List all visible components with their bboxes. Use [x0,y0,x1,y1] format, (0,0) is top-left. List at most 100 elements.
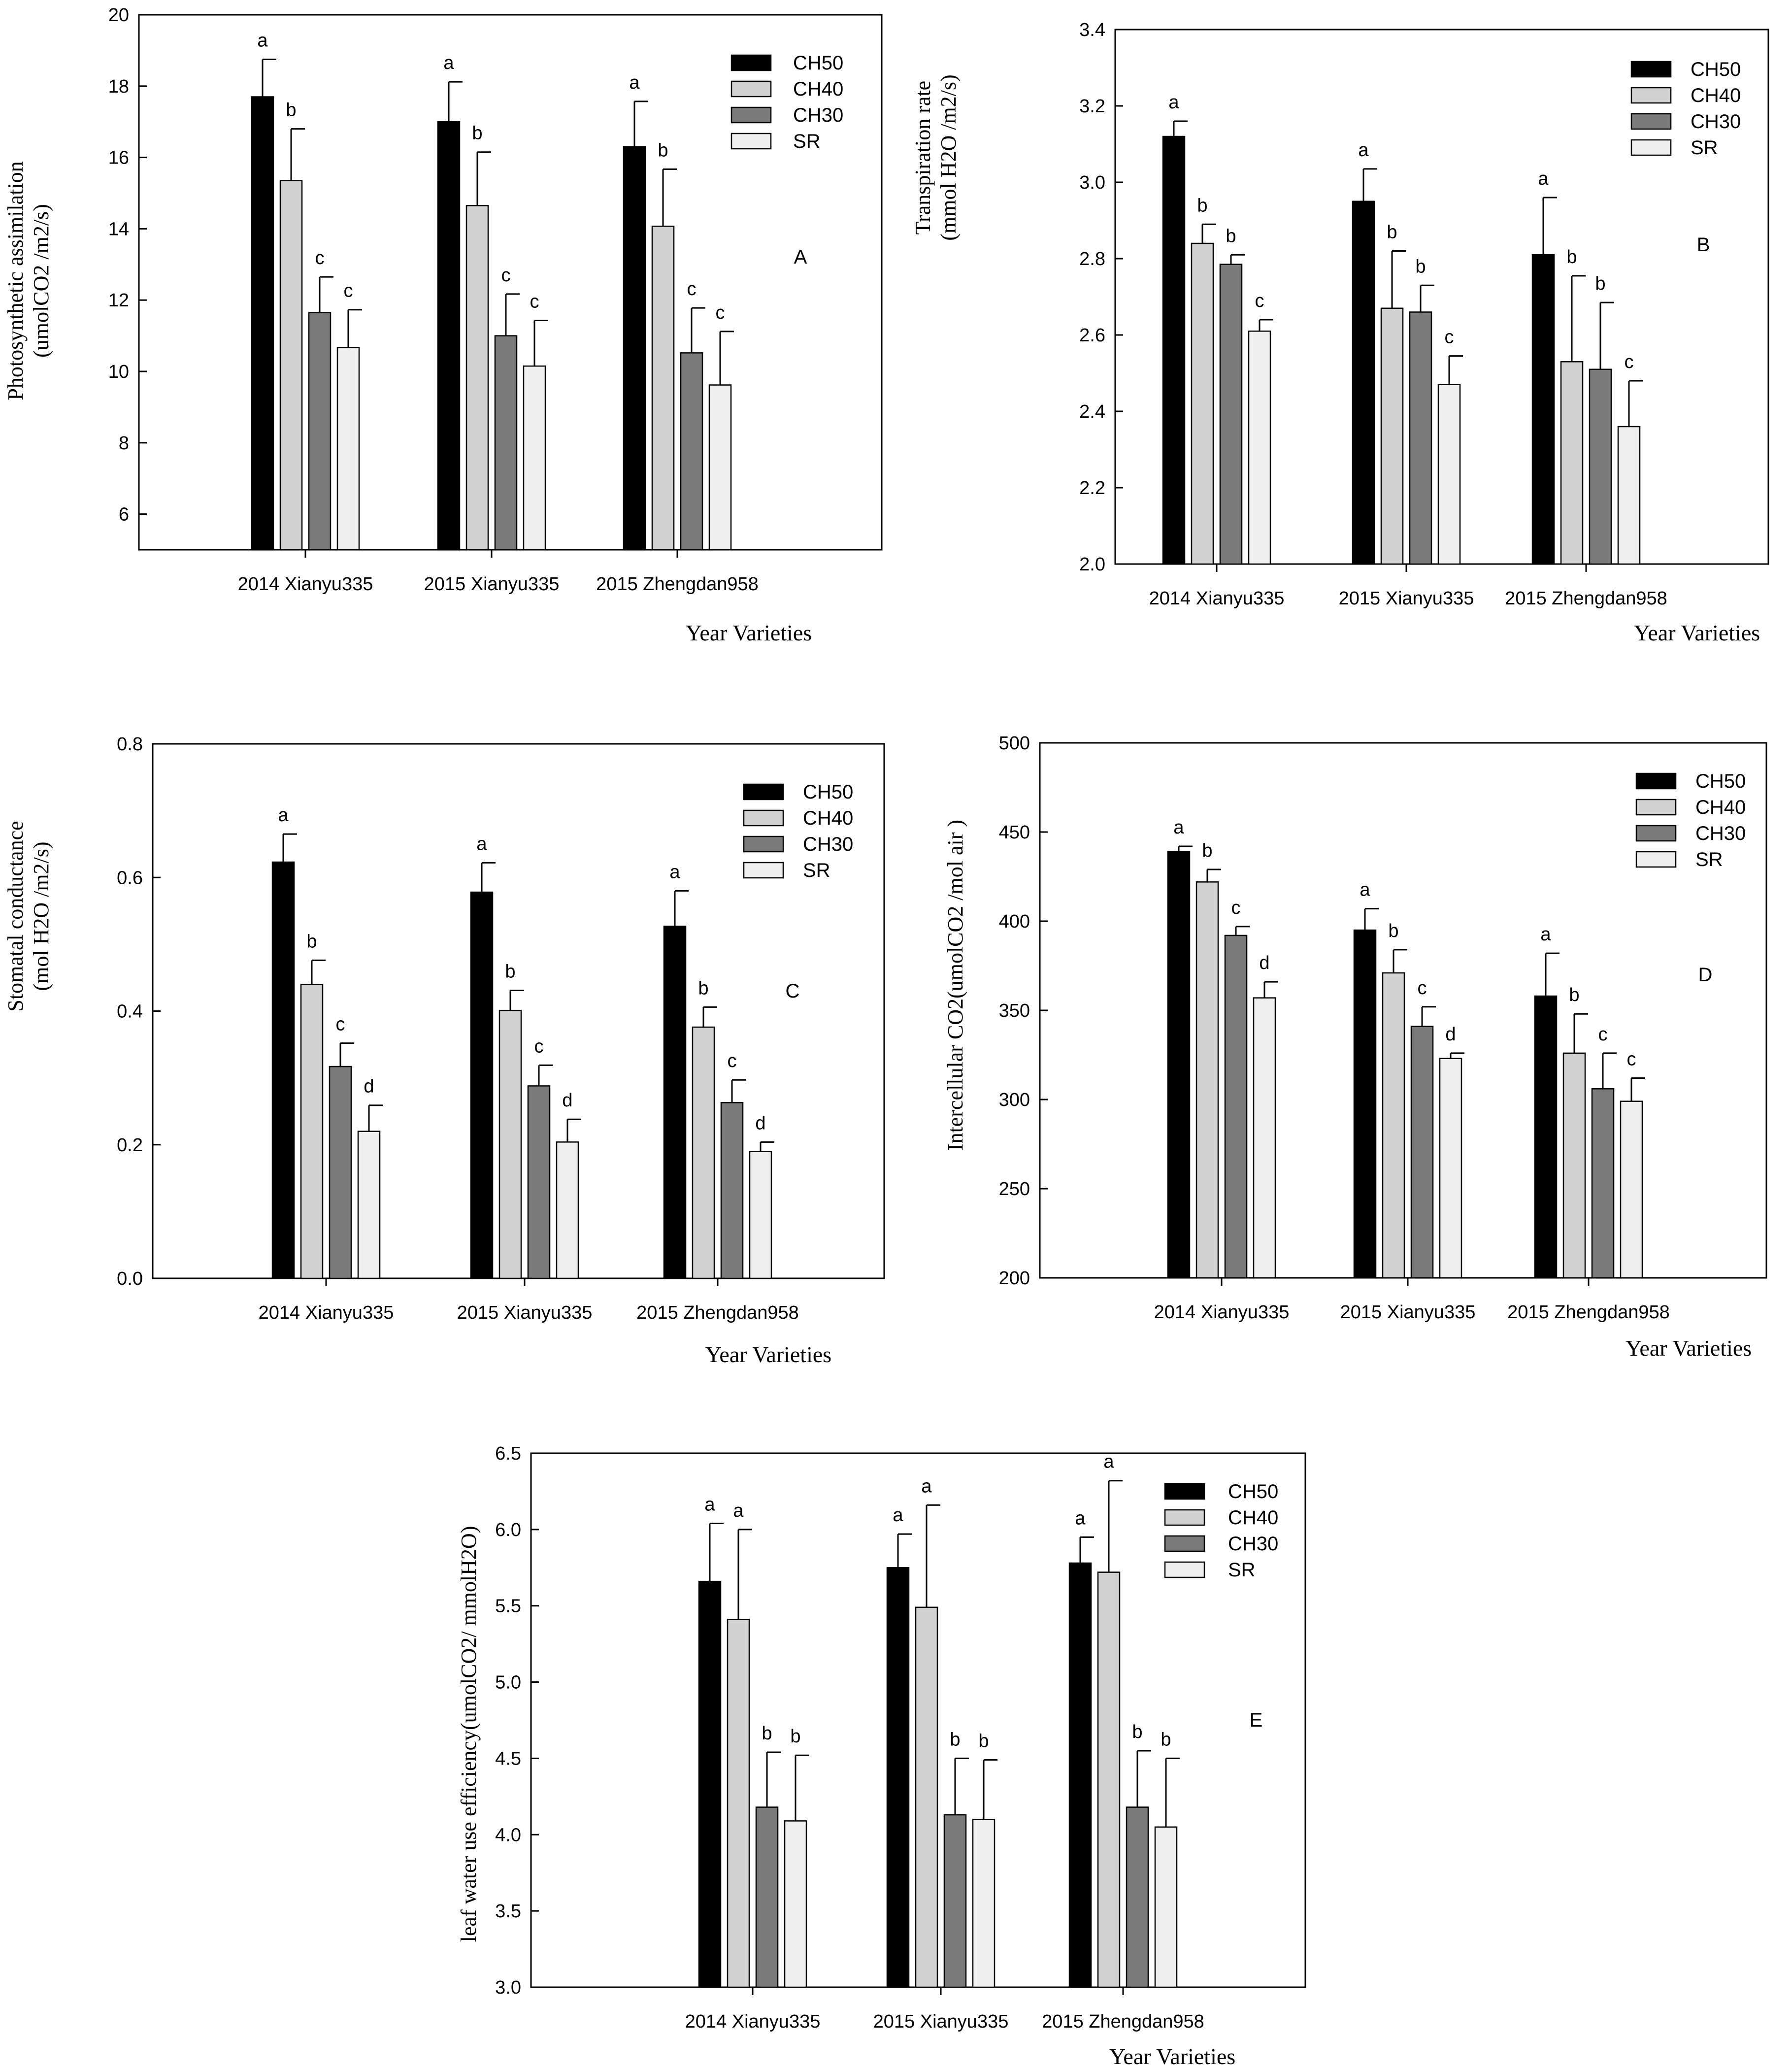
significance-letter: b [306,931,317,952]
significance-letter: c [344,281,353,301]
bar-ch40 [465,205,489,551]
bar-ch40 [915,1606,938,1988]
y-tick-label: 20 [108,5,129,26]
significance-letter: c [315,248,325,268]
bar-sr [1620,1101,1643,1279]
y-tick-label: 0.0 [117,1268,143,1289]
chart-panel-e: 3.0 3.5 4.0 4.5 5.0 5.5 6.0 6.5 2014 Xianyu335 20… [457,1443,1306,2068]
significance-letter: a [1075,1508,1086,1529]
bar-ch50 [698,1580,722,1988]
bar-ch50 [663,926,687,1279]
bar-ch40 [651,226,675,551]
y-tick-label: 2.4 [1079,401,1105,422]
y-axis-label-line: Transpiration rate [911,81,935,234]
y-tick-label: 6 [119,504,129,525]
y-tick-label: 0.4 [117,1001,143,1022]
bar-sr [556,1141,579,1279]
significance-letter: b [1132,1722,1142,1742]
x-axis-label: Year Varieties [1634,620,1760,645]
significance-letter: b [1387,222,1397,243]
x-tick-label: 2015 Zhengdan958 [1505,588,1667,609]
y-tick-label: 5.0 [495,1672,521,1693]
bar-ch50 [1531,254,1555,565]
y-tick-label: 200 [999,1268,1030,1289]
x-tick-label: 2015 Zhengdan958 [1042,2011,1204,2032]
y-tick-label: 300 [999,1090,1030,1110]
x-axis-label: Year Varieties [705,1342,831,1367]
panel-label: B [1697,234,1710,256]
x-tick-label: 2015 Xianyu335 [873,2011,1009,2032]
bar-sr [1439,1058,1462,1279]
significance-letter: a [893,1505,903,1526]
bar-ch30 [1410,1026,1434,1279]
significance-letter: d [1445,1024,1456,1045]
significance-letter: c [728,1051,737,1071]
bar-sr [523,365,546,551]
y-tick-label: 3.0 [1079,172,1105,193]
y-axis-label-line: Stomatal conductance [3,821,28,1011]
bar-ch40 [1380,307,1404,565]
y-tick-label: 6.5 [495,1443,521,1464]
significance-letter: c [687,279,697,300]
bar-ch30 [720,1102,744,1279]
significance-letter: b [286,100,296,121]
legend-swatch [1630,87,1672,104]
significance-letter: a [921,1476,932,1497]
y-axis-label-line: Intercellular CO2(umolCO2 /mol air ) [943,820,967,1151]
bar-ch40 [300,984,324,1279]
chart-panel-b: 2.0 2.2 2.4 2.6 2.8 3.0 3.2 3.4 2014 Xianyu335 20… [911,20,1769,645]
bar-ch40 [279,180,303,551]
significance-letter: b [950,1729,960,1750]
legend-swatch [1635,825,1677,842]
y-tick-label: 3.0 [495,1977,521,1998]
bar-ch50 [251,96,274,551]
y-tick-label: 5.5 [495,1596,521,1617]
y-tick-label: 12 [108,290,129,311]
significance-letter: c [1627,1049,1636,1070]
significance-letter: b [1197,195,1207,216]
y-tick-label: 400 [999,911,1030,932]
bar-sr [1154,1826,1178,1988]
y-tick-label: 2.2 [1079,478,1105,499]
significance-letter: a [1103,1452,1114,1472]
bar-ch30 [308,312,332,551]
bar-ch50 [1353,929,1377,1279]
bar-ch40 [727,1619,750,1988]
significance-letter: c [1418,978,1427,999]
legend: CH50 CH40 CH30 SR [1635,770,1746,870]
y-tick-label: 3.4 [1079,20,1105,40]
legend-label: SR [1228,1559,1256,1581]
bar-ch40 [692,1026,715,1279]
legend: CH50 CH40 CH30 SR [1164,1481,1278,1581]
significance-letter: a [278,805,289,826]
panel-label: D [1698,964,1713,986]
legend-label: CH50 [1691,59,1741,80]
significance-letter: d [364,1076,374,1097]
bar-ch50 [623,146,646,551]
legend-label: SR [1691,137,1718,159]
significance-letter: b [472,123,482,144]
significance-letter: c [1625,352,1634,372]
significance-letter: b [658,140,668,161]
legend-swatch [1164,1561,1205,1578]
bar-ch40 [1191,242,1214,565]
legend-label: CH30 [803,834,853,855]
y-tick-label: 3.2 [1079,96,1105,117]
legend-swatch [730,106,772,124]
y-tick-label: 4.5 [495,1748,521,1769]
y-tick-label: 4.0 [495,1825,521,1845]
y-tick-label: 0.8 [117,734,143,755]
x-tick-label: 2015 Zhengdan958 [596,574,759,595]
chart-panel-d: 200 250 300 350 400 450 500 2014 Xianyu335 2015 … [943,733,1767,1361]
legend-swatch [1635,772,1677,790]
y-axis-label-line: (umolCO2 /m2/s) [29,204,53,358]
significance-letter: a [1168,92,1179,113]
significance-letter: b [1566,247,1577,267]
legend-label: CH50 [803,781,853,803]
y-tick-label: 250 [999,1179,1030,1200]
legend-swatch [743,783,784,801]
x-axis-label: Year Varieties [1626,1335,1752,1361]
legend-label: CH30 [793,104,843,126]
significance-letter: a [704,1494,715,1515]
significance-letter: c [336,1014,345,1035]
